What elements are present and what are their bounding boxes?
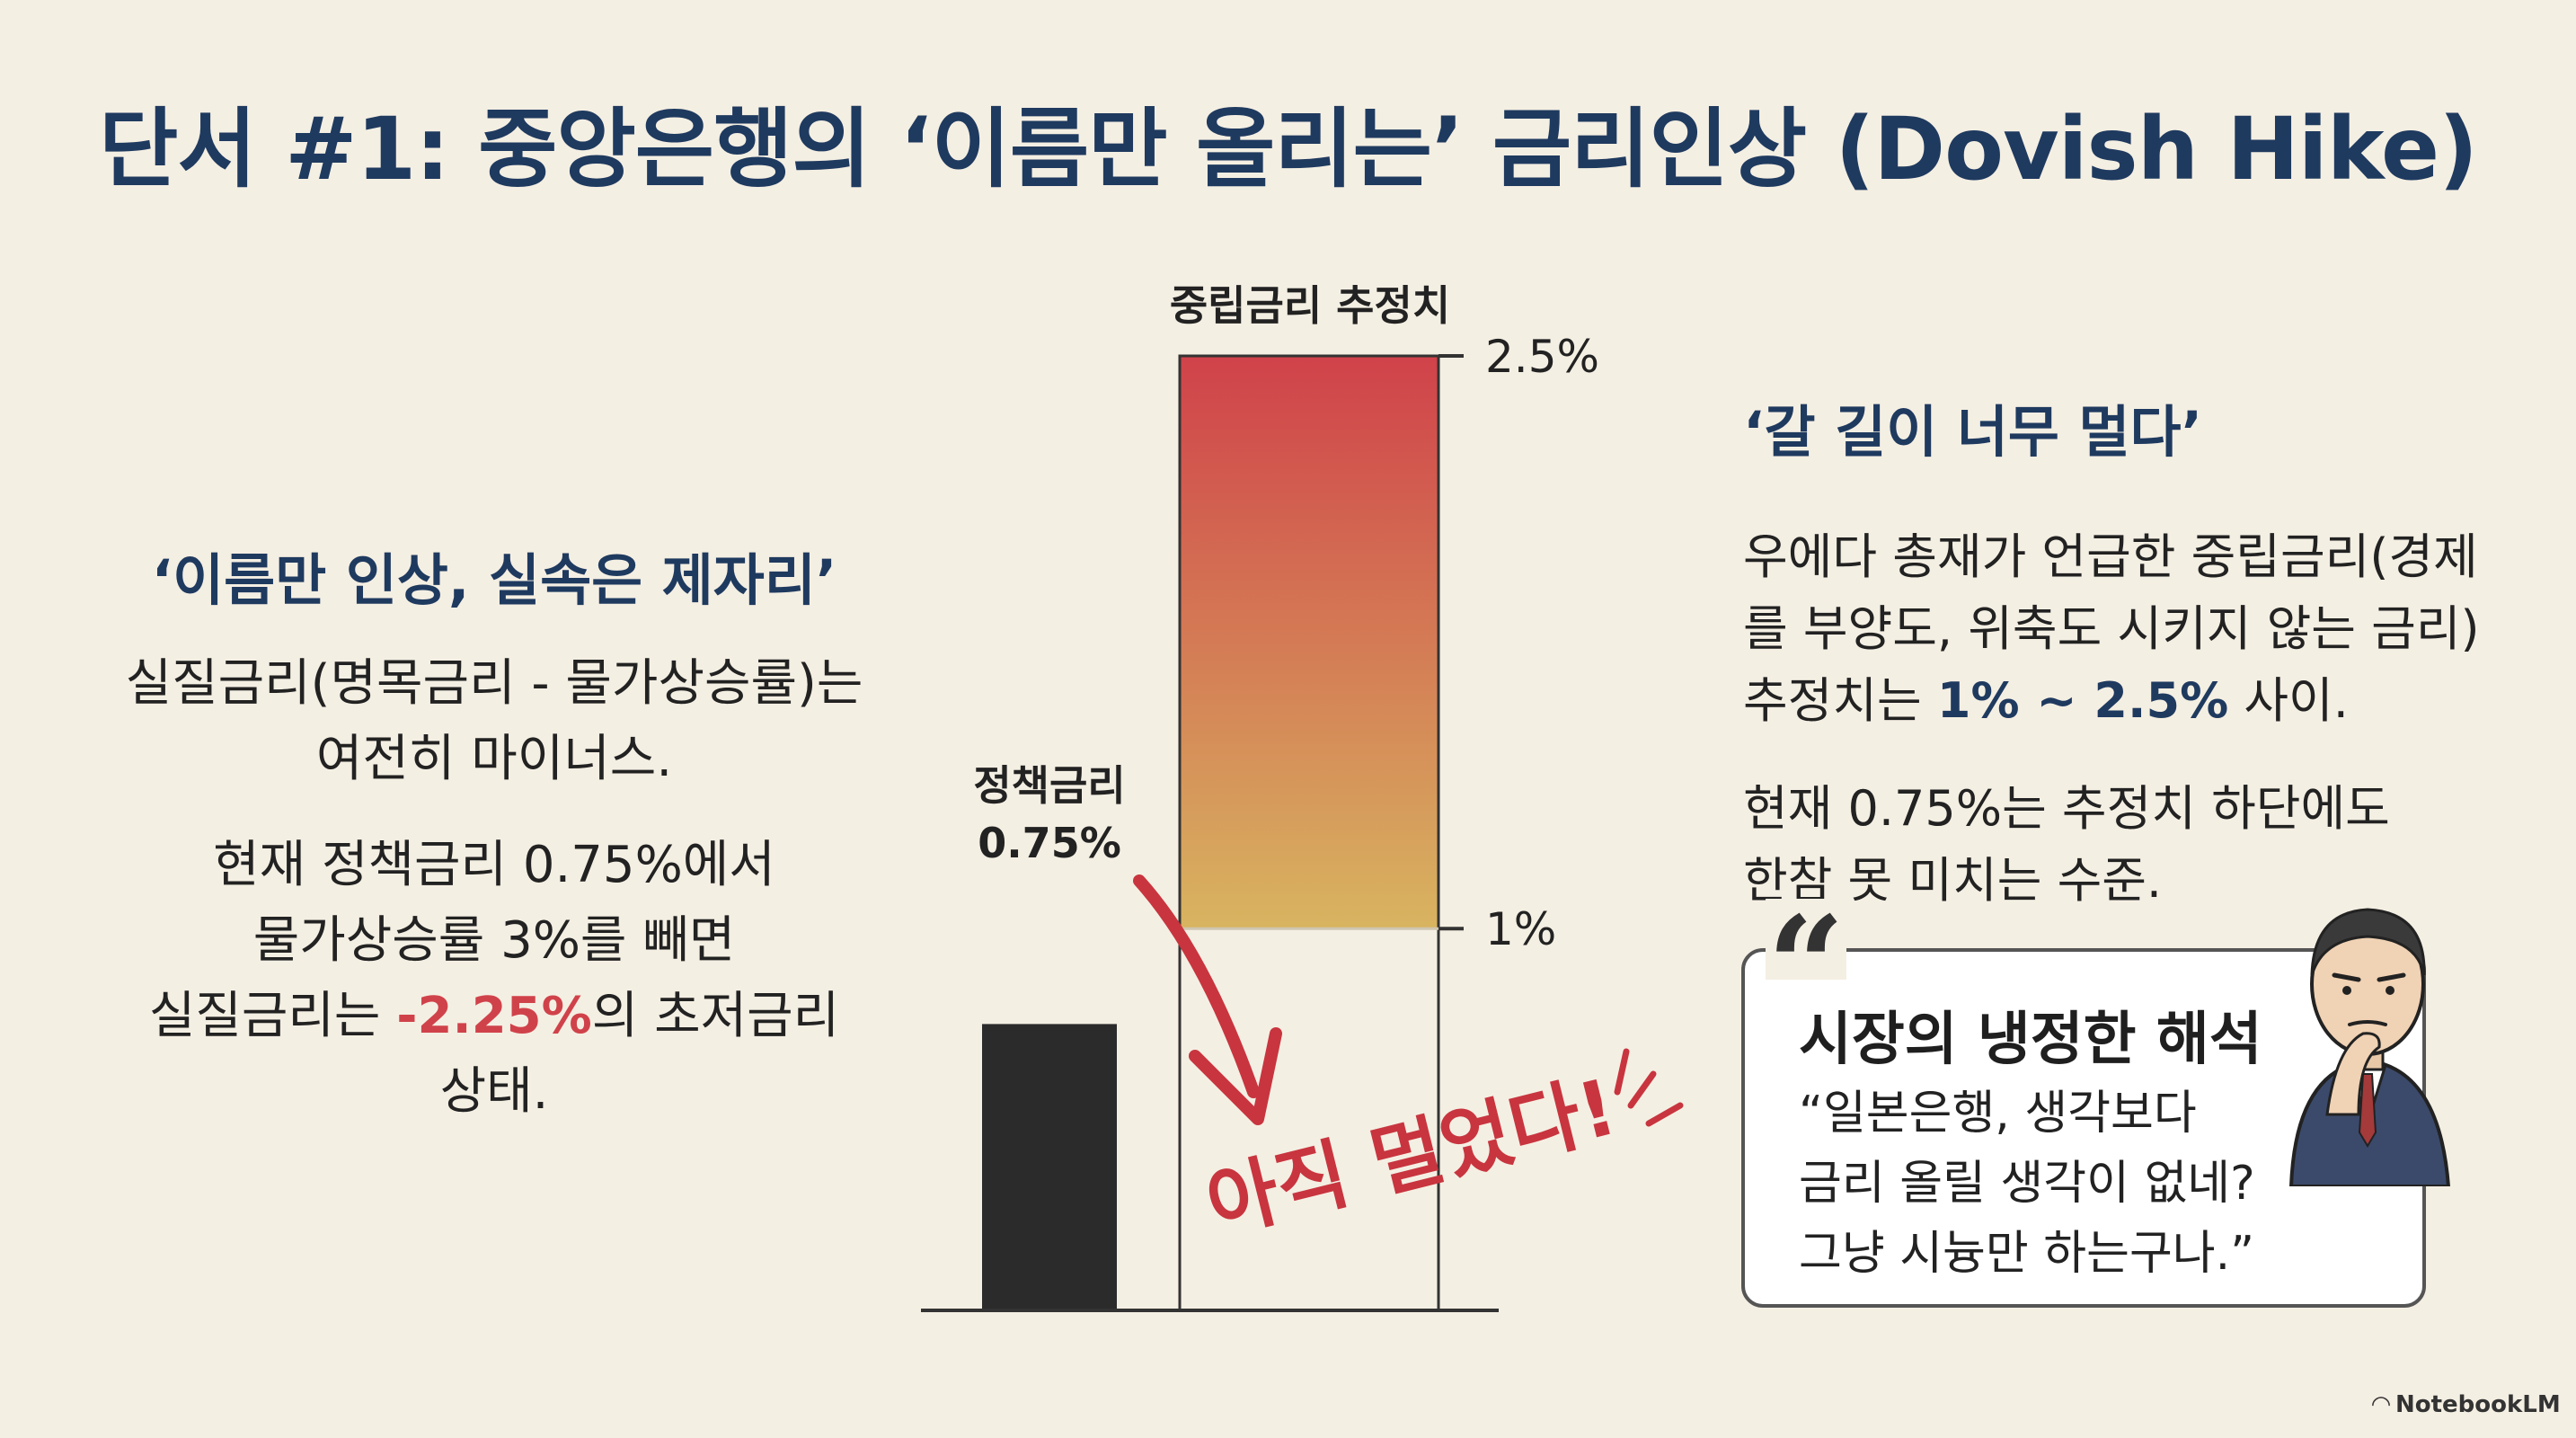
quote-text: “일본은행, 생각보다 금리 올릴 생각이 없네? 그냥 시늉만 하는구나.”	[1799, 1078, 2302, 1289]
policy-rate-bar	[982, 1024, 1117, 1310]
brand-mark: ◠ NotebookLM	[2372, 1391, 2561, 1418]
right-explanation: ‘갈 길이 너무 멀다’ 우에다 총재가 언급한 중립금리(경제 를 부양도, …	[1743, 386, 2480, 953]
calc-line-1: 현재 정책금리 0.75%에서	[213, 836, 775, 894]
calc-line-3-post: 의 초저금리	[591, 987, 840, 1045]
neutral-rate-paragraph: 우에다 총재가 언급한 중립금리(경제 를 부양도, 위축도 시키지 않는 금리…	[1743, 521, 2480, 737]
current-line-1: 현재 0.75%는 추정치 하단에도	[1743, 780, 2390, 837]
y-tick-label: 2.5%	[1485, 331, 1599, 383]
thinking-man-icon	[2288, 908, 2451, 1186]
neutral-line-3-post: 사이.	[2228, 672, 2349, 729]
brand-name: NotebookLM	[2395, 1391, 2561, 1418]
arrow-head-icon	[1189, 1027, 1282, 1125]
neutral-line-1: 우에다 총재가 언급한 중립금리(경제	[1743, 528, 2478, 585]
calc-line-4: 상태.	[439, 1062, 549, 1121]
left-heading: ‘이름만 인상, 실속은 제자리’	[151, 547, 837, 613]
calc-line-2: 물가상승률 3%를 빼면	[252, 911, 736, 970]
quote-mark-icon: “	[1766, 887, 1846, 1045]
quote-heading: 시장의 냉정한 해석	[1799, 1007, 2262, 1073]
neutral-line-3-pre: 추정치는	[1743, 672, 1937, 729]
y-tick-label: 1%	[1485, 903, 1556, 955]
real-rate-line-1: 실질금리(명목금리 - 물가상승률)는	[125, 654, 863, 713]
neutral-line-2: 를 부양도, 위축도 시키지 않는 금리)	[1743, 600, 2480, 657]
quote-line-2: 금리 올릴 생각이 없네?	[1799, 1157, 2255, 1211]
real-rate-line-2: 여전히 마이너스.	[315, 730, 673, 788]
neutral-range-value: 1% ~ 2.5%	[1936, 672, 2229, 729]
policy-bar-label: 정책금리	[973, 761, 1125, 810]
policy-bar-value-label: 0.75%	[978, 819, 1121, 867]
real-rate-value: -2.25%	[396, 987, 592, 1045]
y-ticks: 2.5% 1%	[1180, 331, 1599, 955]
page-title: 단서 #1: 중앙은행의 ‘이름만 올리는’ 금리인상 (Dovish Hike…	[99, 99, 2478, 200]
neutral-range-bar	[1180, 356, 1438, 929]
left-explanation: ‘이름만 인상, 실속은 제자리’ 실질금리(명목금리 - 물가상승률)는 여전…	[108, 535, 881, 1160]
real-rate-paragraph: 실질금리(명목금리 - 물가상승률)는 여전히 마이너스.	[108, 646, 881, 797]
calc-line-3-pre: 실질금리는	[148, 987, 397, 1045]
quote-line-1: “일본은행, 생각보다	[1799, 1087, 2197, 1141]
notebooklm-logo-icon: ◠	[2372, 1391, 2390, 1418]
quote-line-3: 그냥 시늉만 하는구나.”	[1799, 1227, 2255, 1281]
calculation-paragraph: 현재 정책금리 0.75%에서 물가상승률 3%를 빼면 실질금리는 -2.25…	[108, 828, 881, 1130]
emphasis-lines-icon	[1614, 1048, 1684, 1127]
down-arrow-icon	[1133, 874, 1260, 1098]
neutral-range-label: 중립금리 추정치	[1170, 281, 1450, 330]
right-heading: ‘갈 길이 너무 멀다’	[1743, 399, 2203, 465]
